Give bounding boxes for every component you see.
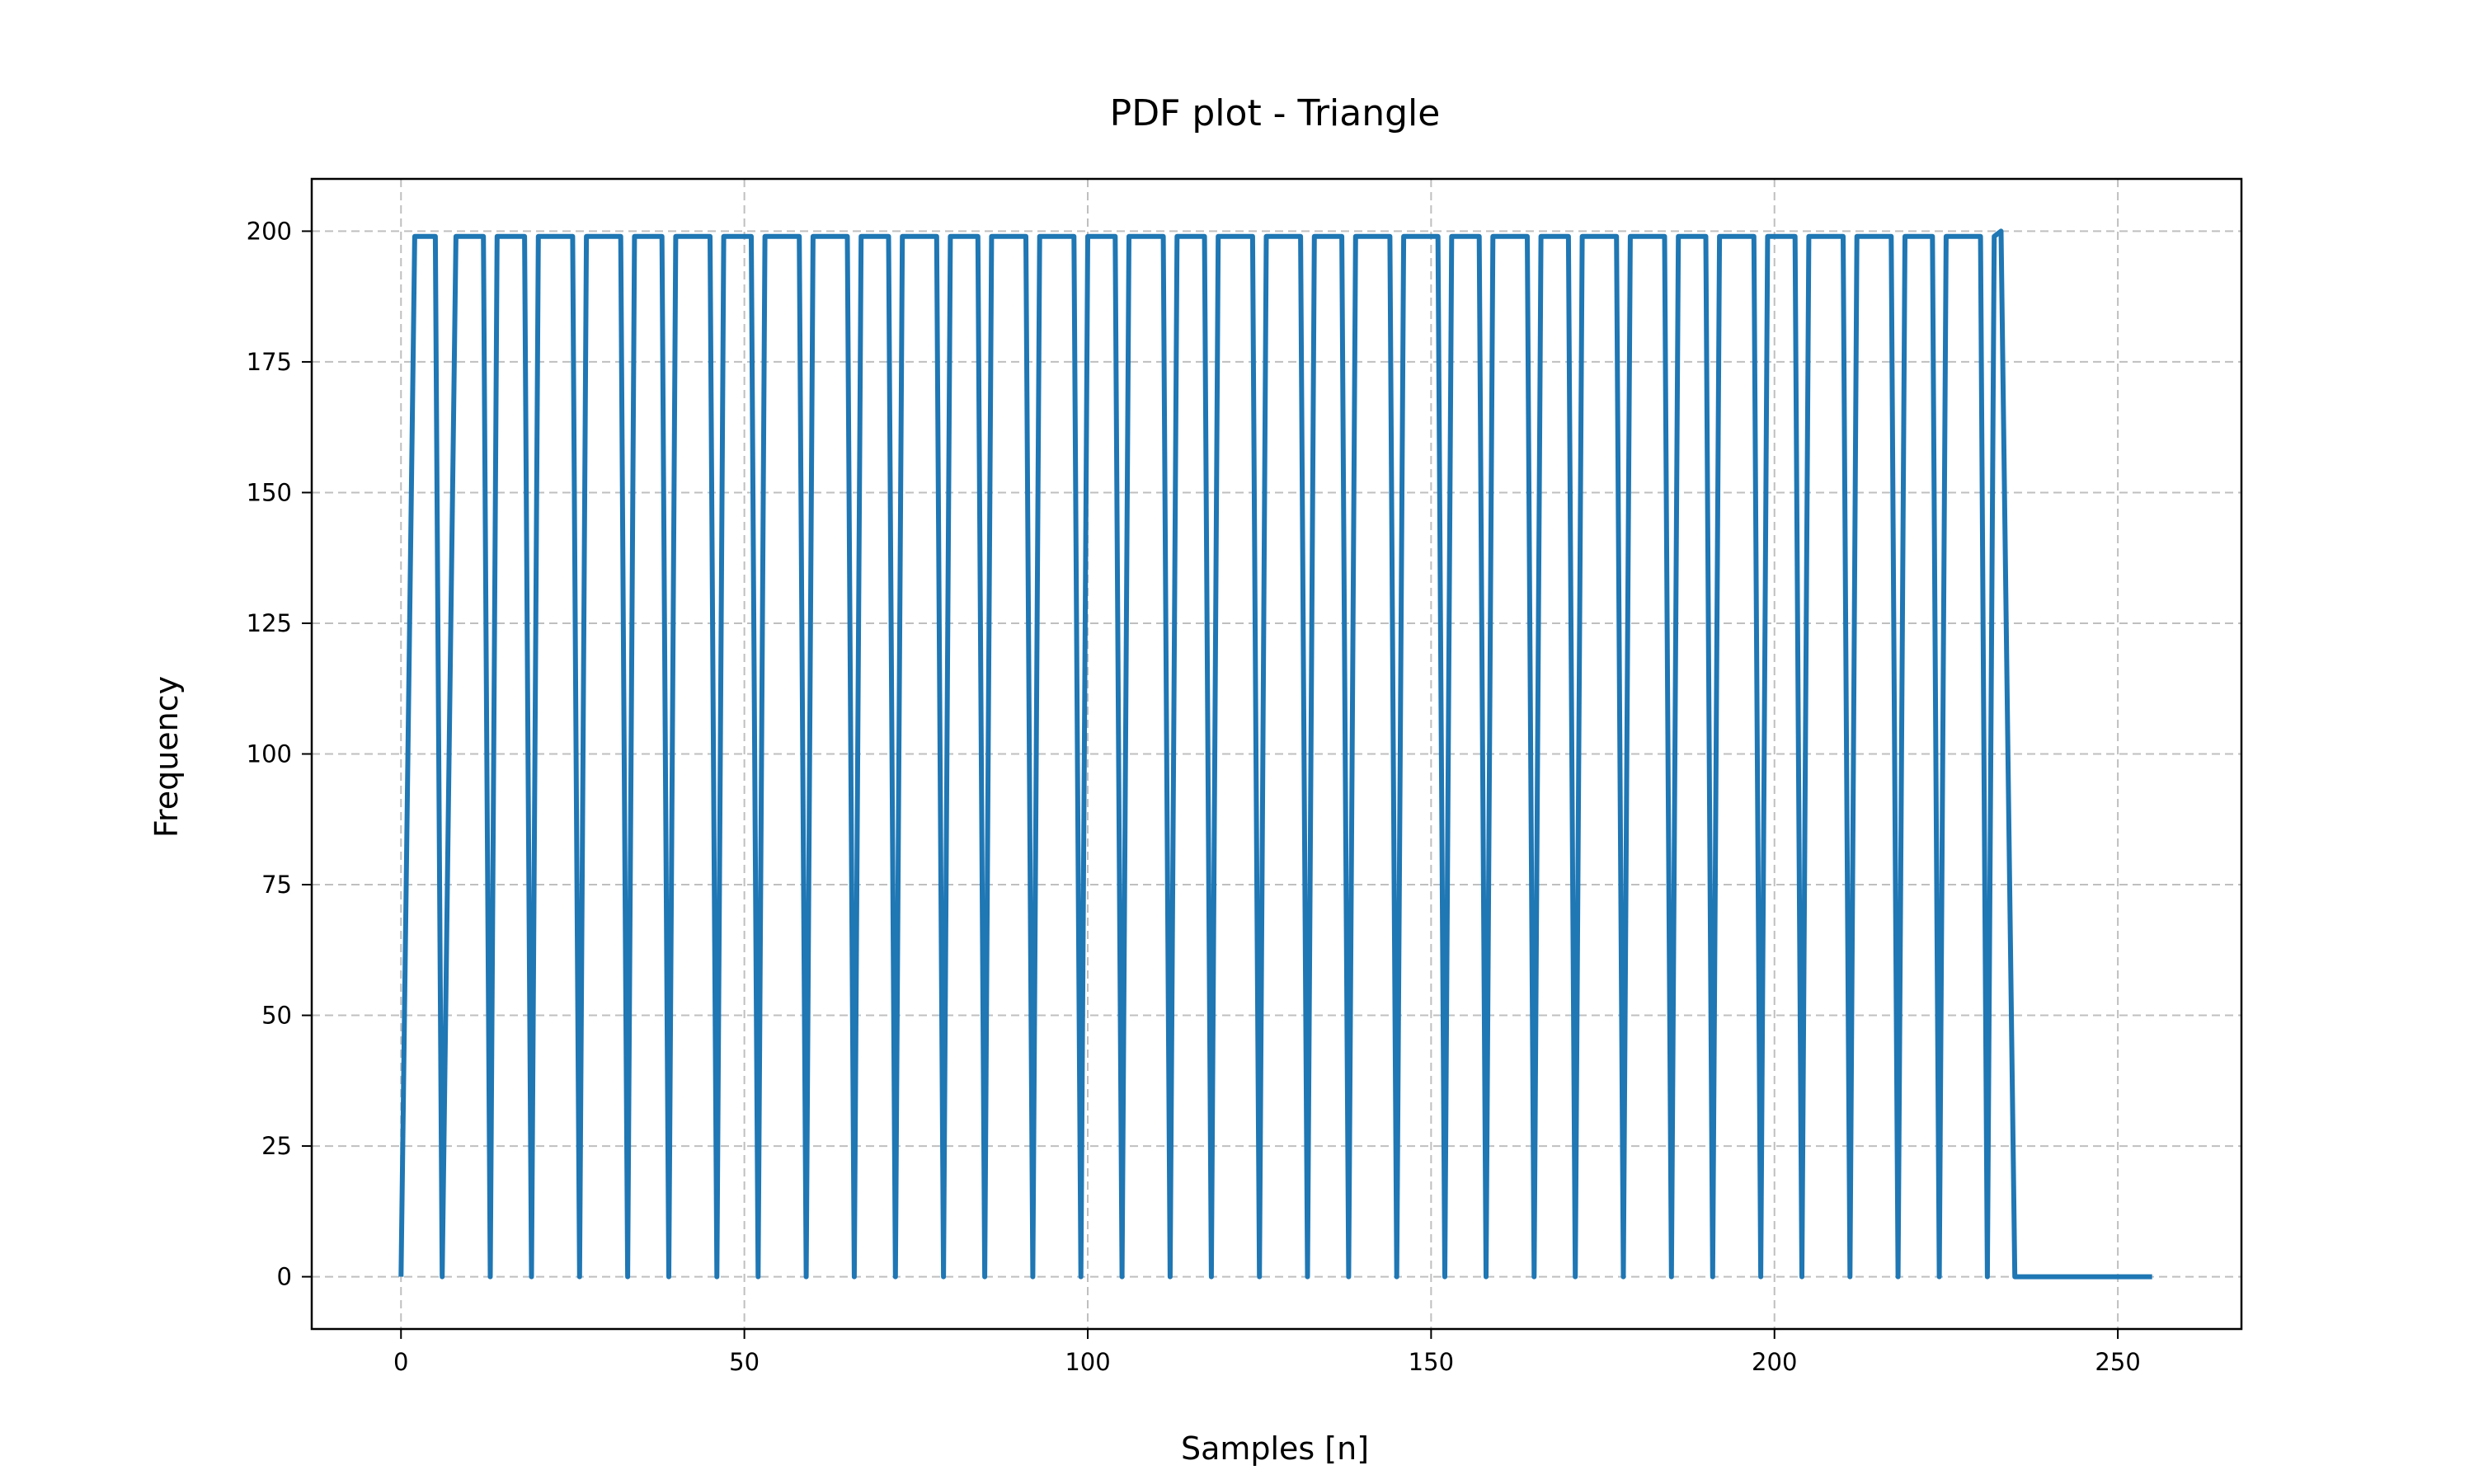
- y-axis-label: Frequency: [148, 676, 185, 838]
- x-tick-label: 50: [729, 1348, 760, 1376]
- y-tick-label: 150: [247, 478, 292, 506]
- x-tick-label: 0: [393, 1348, 408, 1376]
- series-lines: [398, 228, 2152, 1280]
- x-tick-label: 150: [1409, 1348, 1454, 1376]
- y-tick-label: 125: [247, 609, 292, 637]
- y-tick-label: 50: [261, 1002, 292, 1030]
- axis-ticks: 0 50 100 150 200 250 0 25 50 75 100 125 150 175 200: [247, 217, 2141, 1376]
- y-tick-label: 100: [247, 740, 292, 768]
- y-tick-label: 75: [261, 871, 292, 899]
- x-tick-label: 200: [1752, 1348, 1797, 1376]
- chart-title: PDF plot - Triangle: [1110, 92, 1441, 134]
- y-tick-label: 200: [247, 217, 292, 245]
- y-tick-label: 25: [261, 1132, 292, 1160]
- y-tick-label: 175: [247, 348, 292, 376]
- y-tick-label: 0: [277, 1263, 292, 1291]
- x-tick-label: 100: [1065, 1348, 1110, 1376]
- series-line: [398, 228, 2152, 1280]
- x-axis-label: Samples [n]: [1181, 1430, 1369, 1467]
- x-tick-label: 250: [2095, 1348, 2140, 1376]
